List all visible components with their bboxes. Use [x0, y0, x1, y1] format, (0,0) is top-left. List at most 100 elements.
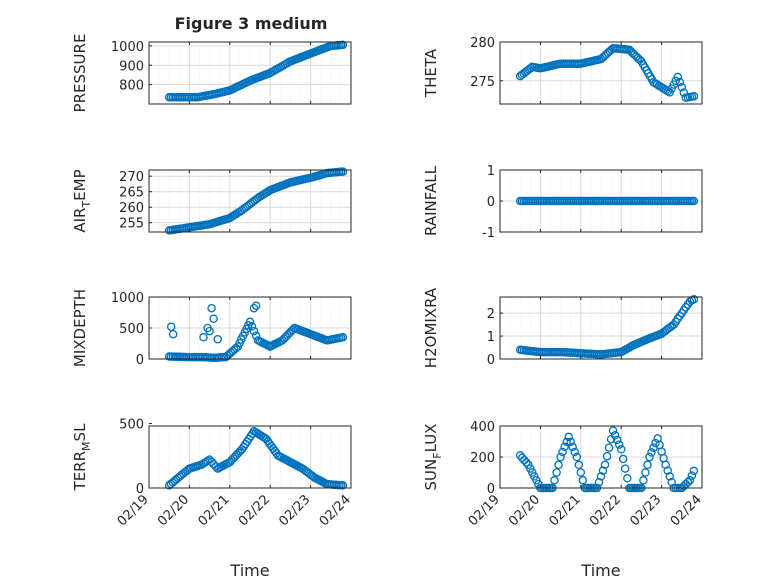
y-tick-label: 900	[119, 59, 144, 74]
data-point	[338, 333, 348, 342]
y-axis-label-main: AIR	[71, 208, 89, 233]
data-point	[685, 476, 695, 485]
data-point	[338, 167, 348, 176]
data-point	[556, 452, 565, 462]
data-point	[647, 448, 656, 457]
y-tick-label: 0	[136, 482, 144, 497]
subplot-mixdepth: 0 500 1000 MIXDEPTH	[71, 289, 352, 368]
data-point	[166, 322, 176, 332]
y-tick-label: -1	[482, 226, 495, 241]
data-point	[600, 460, 610, 470]
data-point	[594, 477, 604, 487]
data-point	[596, 472, 606, 481]
figure-title: Figure 3 medium	[175, 14, 328, 33]
y-tick-label: 2	[487, 307, 495, 322]
y-tick-label: 1000	[111, 40, 144, 55]
data-point	[610, 431, 620, 440]
data-point	[572, 452, 582, 462]
y-axis-label-main: SUN	[422, 459, 440, 491]
data-point	[677, 83, 687, 92]
y-axis-label-suffix: LUX	[422, 424, 440, 453]
y-axis-label-sub: F	[431, 452, 444, 458]
data-point	[643, 460, 652, 470]
data-point	[663, 466, 672, 475]
data-point	[566, 437, 575, 447]
y-tick-label: 800	[119, 79, 144, 94]
data-point	[209, 314, 218, 323]
data-point	[168, 329, 178, 339]
data-point	[570, 447, 579, 457]
data-point	[604, 443, 614, 452]
y-tick-label: 260	[119, 201, 144, 216]
data-point	[578, 476, 588, 485]
data-point	[554, 460, 563, 470]
axes-box	[148, 425, 352, 489]
x-axis-label: Time	[229, 561, 269, 580]
y-tick-label: 1	[487, 330, 495, 345]
axes-box	[499, 41, 703, 105]
data-point	[560, 442, 569, 452]
y-axis-label-main: TERR	[71, 451, 89, 492]
y-axis-label: AIRTEMP	[71, 169, 93, 232]
data-point	[576, 468, 586, 477]
data-point	[568, 442, 577, 452]
data-point	[338, 481, 348, 490]
axes-box	[148, 41, 352, 105]
data-point	[249, 326, 259, 336]
data-point	[683, 477, 693, 487]
y-tick-label: 400	[470, 420, 495, 435]
data-point	[205, 326, 214, 336]
y-tick-label: 200	[470, 451, 495, 466]
data-point	[608, 426, 618, 435]
data-point	[673, 72, 683, 82]
y-axis-label: TERRMSL	[71, 423, 93, 492]
data-point	[247, 322, 257, 331]
data-point	[552, 468, 561, 477]
data-point	[675, 77, 685, 87]
data-point	[522, 458, 531, 467]
data-point	[616, 445, 626, 454]
data-point	[667, 477, 676, 487]
y-axis-label-sub: T	[80, 201, 93, 209]
y-axis-label-sub: M	[80, 441, 93, 451]
subplot-pressure: 800 900 1000 PRESSURE	[71, 34, 352, 112]
y-tick-label: 0	[487, 195, 495, 210]
data-point	[645, 452, 654, 462]
y-tick-label: 0	[487, 353, 495, 368]
y-tick-label: 500	[119, 322, 144, 337]
data-point	[689, 466, 699, 476]
data-point	[249, 303, 259, 313]
data-point	[338, 40, 348, 50]
y-tick-label: 265	[119, 186, 144, 201]
data-point	[689, 295, 699, 304]
y-tick-label: 255	[119, 217, 144, 232]
data-point	[251, 301, 261, 310]
y-tick-label: 0	[136, 353, 144, 368]
data-point	[687, 471, 697, 480]
y-axis-label: RAINFALL	[422, 165, 440, 236]
data-point	[665, 472, 674, 481]
y-tick-label: 275	[470, 75, 495, 90]
y-axis-label-suffix: EMP	[71, 169, 89, 200]
y-tick-label: 280	[470, 36, 495, 51]
data-point	[207, 303, 216, 313]
data-point	[679, 88, 689, 97]
subplot-h2omixra: 0 1 2 H2OMIXRA	[422, 287, 703, 368]
axes-box	[148, 169, 352, 233]
data-point	[245, 317, 255, 327]
data-point	[661, 460, 670, 470]
y-tick-label: 270	[119, 170, 144, 185]
data-point	[689, 92, 699, 101]
y-axis-label: MIXDEPTH	[71, 289, 89, 367]
y-axis-label: SUNFLUX	[422, 424, 444, 491]
y-axis-label: THETA	[422, 48, 440, 98]
y-axis-label-suffix: SL	[71, 423, 89, 442]
data-point	[623, 474, 632, 483]
y-tick-label: 1000	[111, 291, 144, 306]
data-point	[651, 438, 660, 448]
data-point	[620, 464, 630, 473]
data-point	[199, 333, 208, 342]
